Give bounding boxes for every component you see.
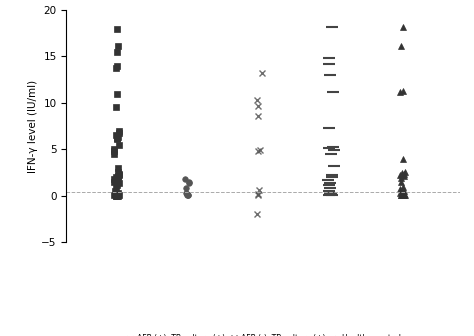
Legend: AFB (+), TB culture (+), AFB (+), TB culture (-), AFB (-), TB culture (+), AFB (: AFB (+), TB culture (+), AFB (+), TB cul… [122, 331, 404, 336]
Y-axis label: IFN-γ level (IU/ml): IFN-γ level (IU/ml) [28, 79, 38, 173]
